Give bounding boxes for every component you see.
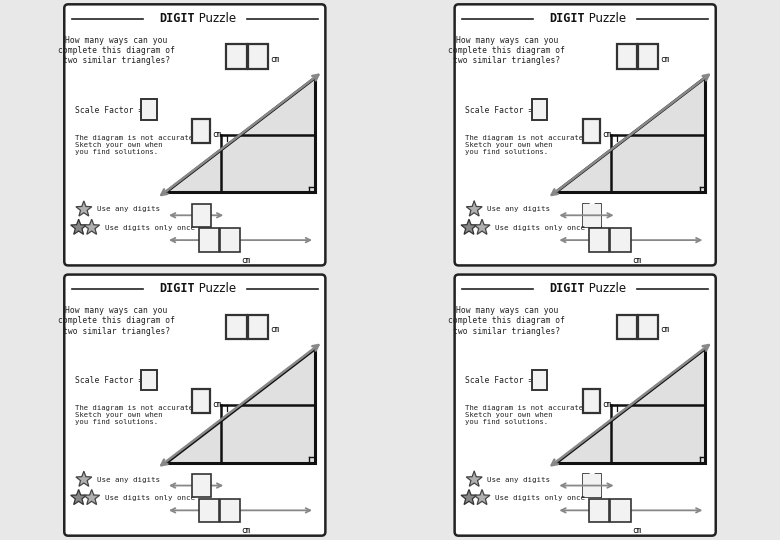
Polygon shape [474, 219, 490, 234]
Text: cm: cm [632, 526, 641, 535]
Text: cm: cm [587, 231, 597, 240]
FancyBboxPatch shape [455, 274, 716, 536]
Text: cm: cm [242, 256, 251, 265]
Bar [199, 228, 219, 252]
Bar [247, 44, 268, 69]
Text: Puzzle: Puzzle [195, 282, 236, 295]
Bar [583, 474, 601, 497]
Bar [226, 314, 246, 339]
Polygon shape [461, 489, 477, 504]
Bar [616, 314, 637, 339]
Polygon shape [555, 348, 705, 463]
Bar [220, 228, 240, 252]
Text: cm: cm [197, 501, 206, 510]
Text: cm: cm [212, 401, 222, 409]
Bar [638, 314, 658, 339]
Polygon shape [71, 489, 87, 504]
Text: Scale Factor =: Scale Factor = [75, 376, 148, 385]
Polygon shape [76, 201, 92, 216]
Bar [192, 204, 211, 227]
Bar [616, 44, 637, 69]
Bar [220, 498, 240, 522]
Text: Puzzle: Puzzle [585, 282, 626, 295]
Bar [141, 369, 157, 390]
FancyBboxPatch shape [455, 4, 716, 266]
Polygon shape [466, 201, 482, 216]
Text: DIGIT: DIGIT [159, 282, 195, 295]
Text: Scale Factor =: Scale Factor = [465, 376, 538, 385]
Text: Use digits only once: Use digits only once [105, 225, 195, 231]
Bar [141, 99, 157, 120]
Text: Use digits only once: Use digits only once [495, 495, 585, 501]
Text: cm: cm [661, 55, 669, 64]
Bar [532, 369, 548, 390]
Text: cm: cm [602, 130, 612, 139]
Text: Use any digits: Use any digits [488, 206, 550, 212]
Bar [589, 228, 609, 252]
Text: Use any digits: Use any digits [97, 206, 160, 212]
Polygon shape [466, 471, 482, 487]
Text: The diagram is not accurate.
Sketch your own when
you find solutions.: The diagram is not accurate. Sketch your… [465, 135, 587, 155]
Text: How many ways can you
complete this diagram of
two similar triangles?: How many ways can you complete this diag… [448, 306, 566, 336]
Text: Use any digits: Use any digits [488, 476, 550, 483]
Text: How many ways can you
complete this diagram of
two similar triangles?: How many ways can you complete this diag… [58, 36, 175, 65]
Text: Puzzle: Puzzle [195, 12, 236, 25]
Bar [532, 99, 548, 120]
Text: Use any digits: Use any digits [97, 476, 160, 483]
Text: Use digits only once: Use digits only once [495, 225, 585, 231]
Bar [610, 498, 630, 522]
Bar [583, 204, 601, 227]
Bar [583, 389, 601, 414]
Text: cm: cm [270, 325, 279, 334]
Text: DIGIT: DIGIT [550, 12, 585, 25]
Bar [247, 314, 268, 339]
Text: Use digits only once: Use digits only once [105, 495, 195, 501]
Text: Scale Factor =: Scale Factor = [75, 105, 148, 114]
Polygon shape [165, 77, 315, 192]
Text: cm: cm [602, 401, 612, 409]
Text: Scale Factor =: Scale Factor = [465, 105, 538, 114]
Polygon shape [83, 489, 100, 504]
Text: The diagram is not accurate.
Sketch your own when
you find solutions.: The diagram is not accurate. Sketch your… [465, 405, 587, 425]
Text: cm: cm [587, 501, 597, 510]
Polygon shape [71, 219, 87, 234]
Text: cm: cm [212, 130, 222, 139]
Polygon shape [83, 219, 100, 234]
Text: cm: cm [197, 231, 206, 240]
Text: The diagram is not accurate.
Sketch your own when
you find solutions.: The diagram is not accurate. Sketch your… [75, 135, 197, 155]
Polygon shape [555, 77, 705, 192]
Polygon shape [461, 219, 477, 234]
FancyBboxPatch shape [64, 4, 325, 266]
Bar [192, 119, 210, 143]
Text: cm: cm [632, 256, 641, 265]
Text: cm: cm [661, 325, 669, 334]
Bar [638, 44, 658, 69]
Text: How many ways can you
complete this diagram of
two similar triangles?: How many ways can you complete this diag… [448, 36, 566, 65]
Bar [192, 474, 211, 497]
Text: Puzzle: Puzzle [585, 12, 626, 25]
Bar [589, 498, 609, 522]
FancyBboxPatch shape [64, 274, 325, 536]
Bar [610, 228, 630, 252]
Bar [226, 44, 246, 69]
Text: cm: cm [270, 55, 279, 64]
Bar [199, 498, 219, 522]
Text: DIGIT: DIGIT [550, 282, 585, 295]
Bar [192, 389, 210, 414]
Polygon shape [165, 348, 315, 463]
Polygon shape [474, 489, 490, 504]
Text: DIGIT: DIGIT [159, 12, 195, 25]
Text: The diagram is not accurate.
Sketch your own when
you find solutions.: The diagram is not accurate. Sketch your… [75, 405, 197, 425]
Text: cm: cm [242, 526, 251, 535]
Bar [583, 119, 601, 143]
Polygon shape [76, 471, 92, 487]
Text: How many ways can you
complete this diagram of
two similar triangles?: How many ways can you complete this diag… [58, 306, 175, 336]
